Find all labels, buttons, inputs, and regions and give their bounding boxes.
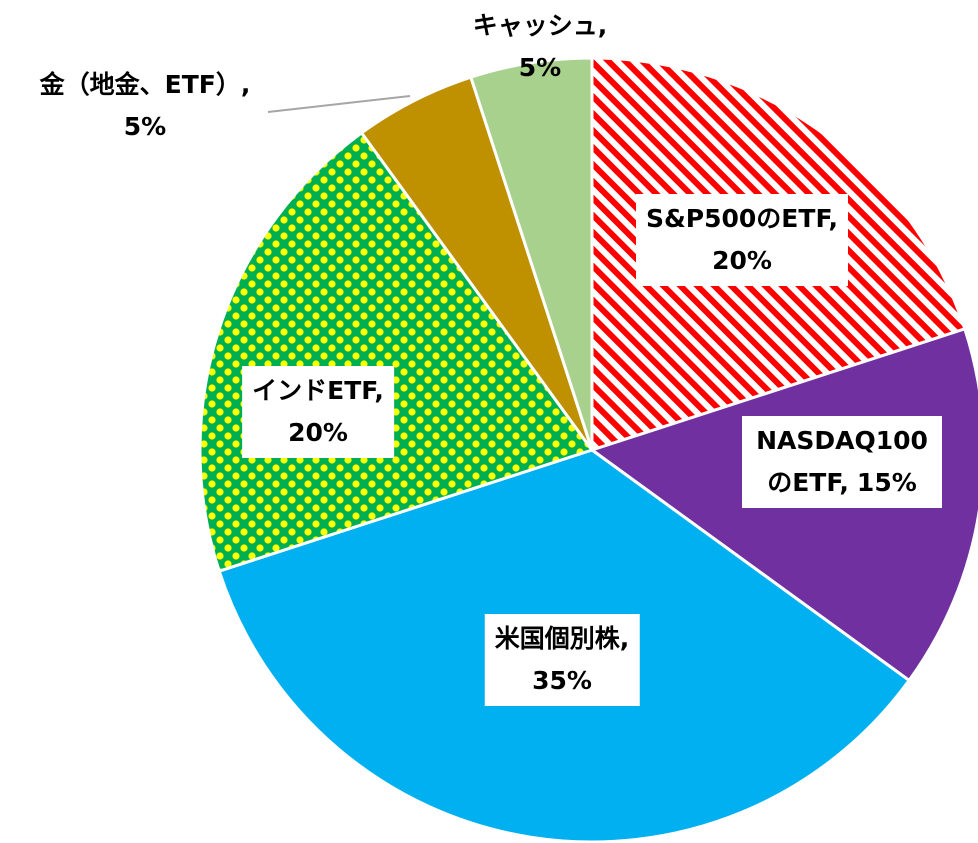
pie-slice [468, 56, 594, 451]
value-label: 20% [288, 418, 348, 447]
value-label: 5% [123, 112, 167, 141]
data-label: 米国個別株, 35% [484, 614, 640, 706]
data-label: S&P500のETF, 20% [635, 194, 849, 286]
value-label: 35% [532, 666, 592, 695]
category-label: キャッシュ, [472, 11, 608, 40]
data-label: インドETF, 20% [242, 366, 394, 458]
value-label: 15% [856, 468, 917, 497]
category-label: 米国個別株, [494, 624, 630, 653]
category-label: S&P500のETF, [645, 204, 839, 233]
leader-line [267, 95, 411, 113]
value-label: 20% [712, 246, 772, 275]
category-label: NASDAQ100のETF, [756, 426, 928, 497]
pie-slice [198, 130, 595, 574]
data-label: NASDAQ100のETF, 15% [742, 416, 942, 508]
category-label: 金（地金、ETF）, [39, 70, 251, 99]
category-label: インドETF, [252, 376, 384, 405]
data-label: 金（地金、ETF）, 5% [40, 64, 251, 148]
data-label: キャッシュ, 5% [473, 5, 608, 89]
value-label: 5% [518, 53, 562, 82]
